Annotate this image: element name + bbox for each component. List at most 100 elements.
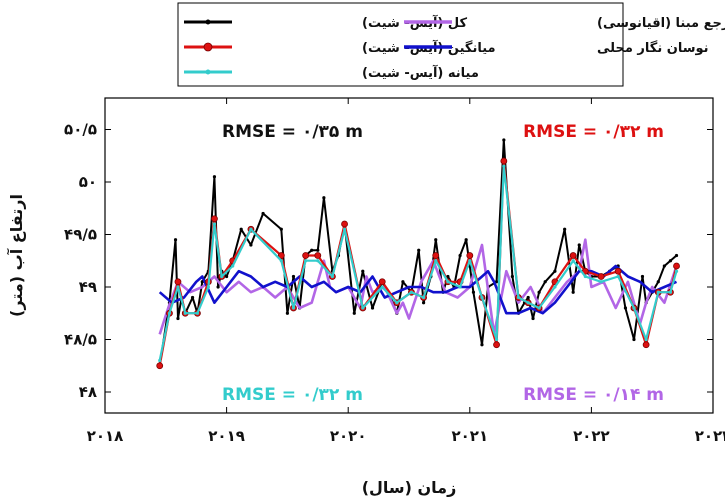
data-point bbox=[632, 337, 636, 342]
data-point bbox=[471, 290, 476, 294]
data-point bbox=[553, 269, 557, 273]
y-tick-label: ۴۹ bbox=[79, 278, 97, 296]
data-point bbox=[571, 259, 575, 263]
data-point bbox=[409, 290, 414, 294]
data-point bbox=[291, 274, 296, 279]
data-point bbox=[642, 341, 650, 349]
data-point bbox=[310, 248, 314, 252]
data-point bbox=[458, 253, 462, 258]
data-point bbox=[563, 227, 567, 231]
y-tick-label: ۴۹/۵ bbox=[64, 226, 97, 244]
data-point bbox=[526, 295, 530, 300]
data-point bbox=[623, 306, 628, 310]
data-point bbox=[480, 295, 484, 300]
data-point bbox=[644, 337, 648, 342]
x-tick-label: ۲۰۲۰ bbox=[330, 427, 367, 445]
data-point bbox=[330, 274, 334, 279]
data-point bbox=[597, 273, 605, 280]
legend-marker bbox=[203, 42, 213, 52]
data-point bbox=[632, 306, 636, 310]
data-point bbox=[458, 285, 462, 289]
data-point bbox=[158, 358, 162, 363]
y-tick-label: ۴۸ bbox=[79, 383, 97, 401]
data-point bbox=[174, 278, 182, 286]
data-point bbox=[361, 306, 365, 310]
y-axis-label: ارتفاع آب (متر) bbox=[6, 194, 26, 317]
data-point bbox=[583, 274, 587, 279]
data-point bbox=[569, 252, 577, 259]
data-point bbox=[656, 290, 660, 294]
data-point bbox=[516, 295, 521, 300]
data-point bbox=[668, 259, 673, 263]
y-axis: ۴۸ ۴۸/۵ ۴۹ ۴۹/۵ ۵۰ ۵۰/۵ bbox=[64, 121, 713, 401]
data-point bbox=[571, 290, 575, 294]
data-point bbox=[304, 259, 308, 263]
data-point bbox=[378, 278, 386, 286]
data-point bbox=[674, 253, 679, 258]
data-point bbox=[434, 259, 438, 263]
y-tick-label: ۵۰/۵ bbox=[64, 121, 97, 139]
y-tick-label: ۴۸/۵ bbox=[64, 331, 97, 349]
legend-item: مرجع مبنا (اقیانوسی) bbox=[404, 16, 725, 31]
data-point bbox=[446, 274, 450, 279]
data-point bbox=[220, 274, 224, 279]
data-point bbox=[526, 301, 530, 305]
data-point bbox=[249, 227, 253, 231]
data-point bbox=[531, 316, 535, 321]
data-point bbox=[656, 280, 660, 284]
data-point bbox=[434, 238, 438, 242]
data-point bbox=[553, 285, 557, 289]
rmse-annotation: RMSE = ۰/۳۲ m bbox=[222, 385, 363, 405]
rmse-annotation: RMSE = ۰/۱۴ m bbox=[523, 385, 664, 405]
data-point bbox=[261, 211, 265, 216]
data-point bbox=[316, 248, 320, 252]
series-4 bbox=[158, 238, 678, 336]
data-point bbox=[190, 295, 195, 300]
data-point bbox=[342, 227, 347, 231]
legend-label: نوسان نگار محلی bbox=[597, 40, 709, 56]
data-point bbox=[446, 280, 450, 284]
data-point bbox=[577, 243, 581, 247]
series-line bbox=[158, 165, 678, 361]
x-tick-label: ۲۰۲۱ bbox=[451, 427, 488, 445]
data-point bbox=[674, 269, 679, 273]
data-point bbox=[599, 280, 603, 284]
data-point bbox=[510, 274, 514, 279]
data-point bbox=[401, 280, 405, 284]
data-point bbox=[352, 311, 356, 315]
data-point bbox=[225, 274, 229, 279]
data-point bbox=[494, 337, 499, 342]
data-point bbox=[341, 220, 348, 228]
legend-label: میانه (آیس- شیت) bbox=[362, 64, 479, 81]
data-point bbox=[432, 252, 440, 259]
data-point bbox=[614, 267, 622, 275]
data-point bbox=[466, 252, 474, 259]
data-point bbox=[502, 164, 506, 168]
data-point bbox=[277, 252, 285, 259]
x-tick-label: ۲۰۲۲ bbox=[573, 427, 610, 445]
legend-item: نوسان نگار محلی bbox=[404, 40, 709, 56]
data-point bbox=[493, 341, 500, 349]
data-point bbox=[249, 243, 253, 247]
data-point bbox=[361, 269, 365, 273]
legend-marker bbox=[205, 69, 211, 75]
plot-frame bbox=[104, 97, 714, 414]
y-tick-label: ۵۰ bbox=[79, 173, 97, 191]
data-point bbox=[302, 252, 310, 259]
data-point bbox=[156, 362, 164, 370]
data-point bbox=[322, 196, 326, 200]
data-point bbox=[316, 259, 320, 263]
data-point bbox=[640, 274, 645, 279]
data-point bbox=[285, 311, 289, 315]
data-point bbox=[176, 316, 180, 321]
data-point bbox=[464, 238, 468, 242]
data-point bbox=[537, 306, 541, 310]
legend-box bbox=[177, 2, 624, 87]
data-point bbox=[279, 227, 283, 231]
data-point bbox=[502, 138, 506, 142]
series-line bbox=[158, 159, 678, 366]
data-point bbox=[314, 252, 322, 259]
data-point bbox=[616, 274, 620, 279]
data-point bbox=[183, 311, 187, 315]
x-tick-label: ۲۰۱۹ bbox=[208, 427, 245, 445]
